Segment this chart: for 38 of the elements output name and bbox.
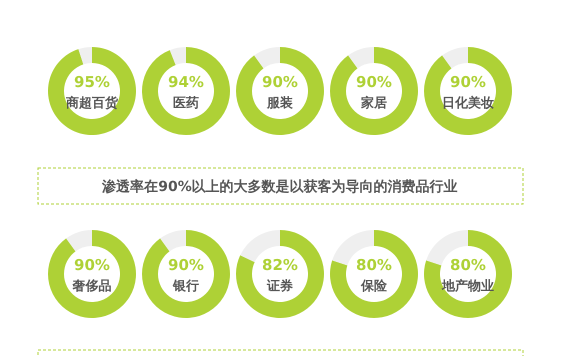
data-label: 80% xyxy=(450,256,486,274)
data-label: 90% xyxy=(356,73,392,91)
slice-label: 家居 xyxy=(360,95,387,111)
slice-label: 服装 xyxy=(266,96,293,111)
slice-label: 地产物业 xyxy=(441,278,494,294)
donut-slice xyxy=(424,230,512,318)
data-label: 80% xyxy=(356,256,392,274)
data-label: 82% xyxy=(262,256,298,274)
donut-slice xyxy=(78,47,92,64)
donut-slice xyxy=(254,47,280,68)
donut-slice xyxy=(48,230,136,318)
slice-label: 商超百货 xyxy=(65,95,119,111)
donut-slice xyxy=(236,230,324,318)
donut-slice xyxy=(142,47,230,135)
slice-label: 证券 xyxy=(266,279,293,294)
donut-slice xyxy=(424,47,512,135)
slice-label: 银行 xyxy=(172,279,199,294)
donut-slice xyxy=(48,47,136,135)
slice-label: 保险 xyxy=(360,279,388,294)
text: 渗透率在90%以上的大多数是以获客为导向的消费品行业 xyxy=(101,178,458,195)
slice-label: 日化美妆 xyxy=(442,95,494,111)
donut-slice xyxy=(348,47,374,68)
data-label: 94% xyxy=(168,73,204,91)
data-label: 90% xyxy=(168,256,204,274)
donut-slice xyxy=(330,230,418,318)
slice-label: 医药 xyxy=(173,95,199,111)
donut-slice xyxy=(66,230,92,252)
donut-slice xyxy=(170,47,186,65)
data-label: 95% xyxy=(74,73,110,91)
donut-slice xyxy=(160,230,186,252)
slice-label: 奢侈品 xyxy=(72,279,112,294)
data-label: 90% xyxy=(262,73,298,91)
data-label: 90% xyxy=(450,73,486,91)
data-label: 90% xyxy=(74,256,110,274)
donut-slice xyxy=(442,47,468,68)
donut-slice xyxy=(330,47,418,135)
donut-slice xyxy=(236,47,324,135)
donut-slice xyxy=(142,230,230,318)
